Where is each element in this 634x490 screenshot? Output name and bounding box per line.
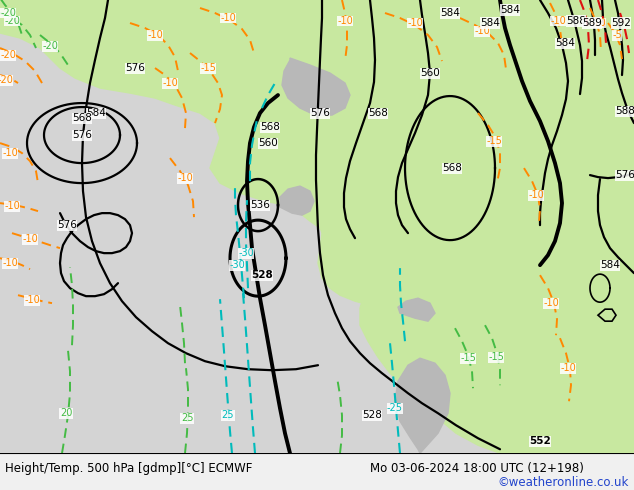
Text: 588: 588 <box>566 16 586 26</box>
Text: 560: 560 <box>258 138 278 148</box>
Text: -15: -15 <box>488 352 504 362</box>
Polygon shape <box>395 358 450 453</box>
Text: -10: -10 <box>550 16 566 26</box>
Text: -20: -20 <box>42 41 58 51</box>
Polygon shape <box>282 58 350 115</box>
Text: 592: 592 <box>611 18 631 28</box>
Text: ©weatheronline.co.uk: ©weatheronline.co.uk <box>498 476 629 489</box>
Text: 560: 560 <box>420 68 440 78</box>
Text: -15: -15 <box>460 353 476 363</box>
Text: Mo 03-06-2024 18:00 UTC (12+198): Mo 03-06-2024 18:00 UTC (12+198) <box>370 462 584 475</box>
Text: 576: 576 <box>615 170 634 180</box>
Polygon shape <box>280 186 314 215</box>
Polygon shape <box>398 298 435 321</box>
Text: -20: -20 <box>0 75 13 85</box>
Text: 536: 536 <box>250 200 270 210</box>
Polygon shape <box>0 0 634 327</box>
Text: 584: 584 <box>440 8 460 18</box>
Text: 20: 20 <box>60 408 72 418</box>
Text: Height/Temp. 500 hPa [gdmp][°C] ECMWF: Height/Temp. 500 hPa [gdmp][°C] ECMWF <box>5 462 252 475</box>
Text: 584: 584 <box>480 18 500 28</box>
Text: -20: -20 <box>4 16 20 26</box>
Text: -5: -5 <box>612 30 622 40</box>
Text: -30: -30 <box>238 248 254 258</box>
Text: -10: -10 <box>337 16 353 26</box>
Text: -10: -10 <box>543 298 559 308</box>
Text: -10: -10 <box>560 363 576 373</box>
Polygon shape <box>265 0 634 453</box>
Text: 584: 584 <box>555 38 575 48</box>
Text: -25: -25 <box>387 403 403 413</box>
Text: -15: -15 <box>200 63 216 73</box>
Text: -10: -10 <box>4 201 20 211</box>
Text: 568: 568 <box>368 108 388 118</box>
Text: 25: 25 <box>222 410 234 420</box>
Polygon shape <box>280 177 312 205</box>
Text: -10: -10 <box>407 18 423 28</box>
Text: -10: -10 <box>528 190 544 200</box>
Text: 552: 552 <box>529 436 551 446</box>
Text: 568: 568 <box>260 122 280 132</box>
Text: 588: 588 <box>615 106 634 116</box>
Text: -20: -20 <box>0 50 16 60</box>
Text: 584: 584 <box>86 108 106 118</box>
Text: 25: 25 <box>181 413 193 423</box>
Text: 568: 568 <box>442 163 462 173</box>
Text: 568: 568 <box>72 113 92 123</box>
Text: 584: 584 <box>600 260 620 270</box>
Text: -10: -10 <box>22 234 38 244</box>
Text: -20: -20 <box>0 8 16 18</box>
Text: 576: 576 <box>72 130 92 140</box>
Text: -15: -15 <box>486 136 502 146</box>
Text: -10: -10 <box>24 295 40 305</box>
Text: -10: -10 <box>2 148 18 158</box>
Text: -10: -10 <box>162 78 178 88</box>
Polygon shape <box>266 183 284 197</box>
Text: 528: 528 <box>251 270 273 280</box>
Text: 576: 576 <box>57 220 77 230</box>
Text: 528: 528 <box>362 410 382 420</box>
Text: -10: -10 <box>590 18 606 28</box>
Text: -10: -10 <box>474 26 490 36</box>
Text: 584: 584 <box>500 5 520 15</box>
Text: -10: -10 <box>2 258 18 268</box>
Text: -10: -10 <box>220 13 236 23</box>
Text: -10: -10 <box>177 173 193 183</box>
Text: 576: 576 <box>310 108 330 118</box>
Text: -10: -10 <box>147 30 163 40</box>
Text: 576: 576 <box>125 63 145 73</box>
Text: 589: 589 <box>582 18 602 28</box>
Text: -30: -30 <box>229 260 245 270</box>
